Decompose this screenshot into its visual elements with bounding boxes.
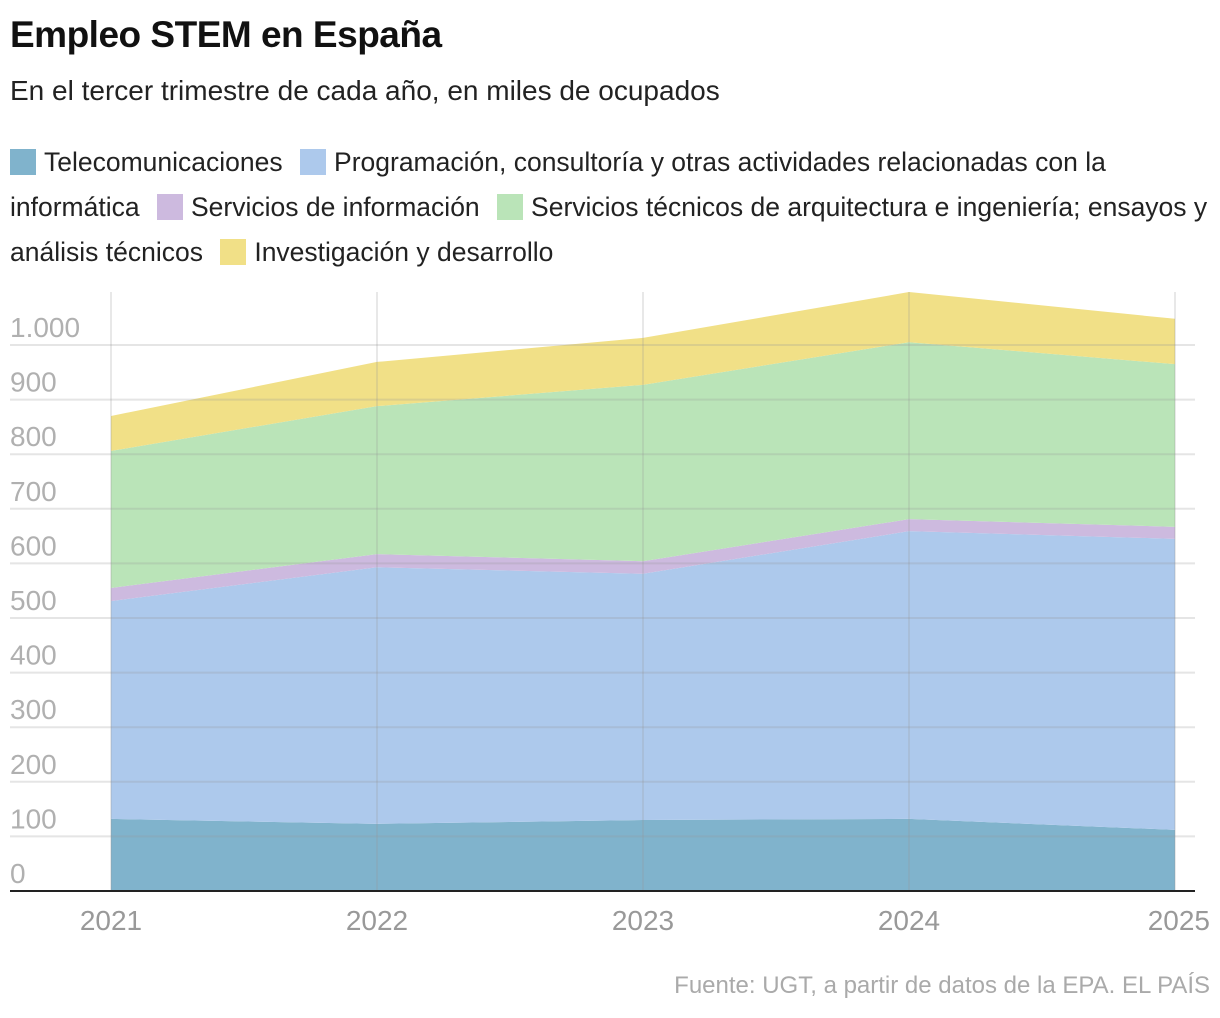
legend-item-investigacion: Investigación y desarrollo <box>220 237 553 267</box>
y-tick-label: 100 <box>10 803 57 834</box>
source-note: Fuente: UGT, a partir de datos de la EPA… <box>674 972 1210 999</box>
x-tick-label: 2025 <box>1148 905 1210 936</box>
x-tick-label: 2021 <box>80 905 142 936</box>
y-tick-label: 500 <box>10 585 57 616</box>
legend-swatch <box>497 194 524 220</box>
area-series-4 <box>111 292 1175 451</box>
chart-title: Empleo STEM en España <box>10 14 442 55</box>
legend-label: Servicios técnicos de arquitectura e ing… <box>10 192 1208 267</box>
y-tick-label: 300 <box>10 694 57 725</box>
y-tick-label: 600 <box>10 530 57 561</box>
legend-label: Telecomunicaciones <box>44 147 283 177</box>
y-tick-label: 1.000 <box>10 312 80 343</box>
area-series-0 <box>111 818 1175 891</box>
area-series-2 <box>111 519 1175 602</box>
legend-label: Servicios de información <box>190 192 480 222</box>
legend-swatch <box>300 149 327 175</box>
y-tick-label: 900 <box>10 367 57 398</box>
legend-item-servicios-informacion: Servicios de información <box>156 192 480 222</box>
legend: Telecomunicaciones Programación, consult… <box>10 140 1210 275</box>
y-tick-label: 0 <box>10 858 26 889</box>
y-tick-label: 800 <box>10 421 57 452</box>
legend-swatch <box>10 149 36 175</box>
legend-item-programacion: Programación, consultoría y otras activi… <box>10 147 1106 222</box>
legend-item-telecom: Telecomunicaciones <box>10 147 283 177</box>
legend-item-arquitectura: Servicios técnicos de arquitectura e ing… <box>10 192 1207 267</box>
chart-subtitle: En el tercer trimestre de cada año, en m… <box>10 75 720 106</box>
legend-swatch <box>220 239 247 265</box>
area-series-3 <box>111 342 1175 588</box>
y-tick-label: 200 <box>10 749 57 780</box>
legend-label: Investigación y desarrollo <box>254 237 554 267</box>
x-tick-label: 2024 <box>878 905 940 936</box>
y-tick-label: 700 <box>10 476 57 507</box>
area-series-1 <box>111 531 1175 830</box>
y-tick-label: 400 <box>10 640 57 671</box>
legend-swatch <box>156 194 183 220</box>
x-tick-label: 2022 <box>346 905 408 936</box>
legend-label: Programación, consultoría y otras activi… <box>10 147 1106 222</box>
x-tick-label: 2023 <box>612 905 674 936</box>
